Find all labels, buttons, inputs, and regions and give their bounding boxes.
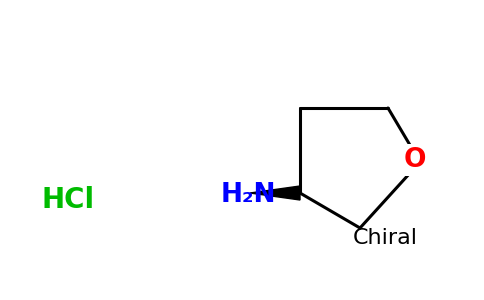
Text: H₂N: H₂N <box>220 182 276 208</box>
Polygon shape <box>250 186 300 200</box>
Text: Chiral: Chiral <box>352 228 418 248</box>
Text: O: O <box>404 147 426 173</box>
Text: HCl: HCl <box>42 186 94 214</box>
